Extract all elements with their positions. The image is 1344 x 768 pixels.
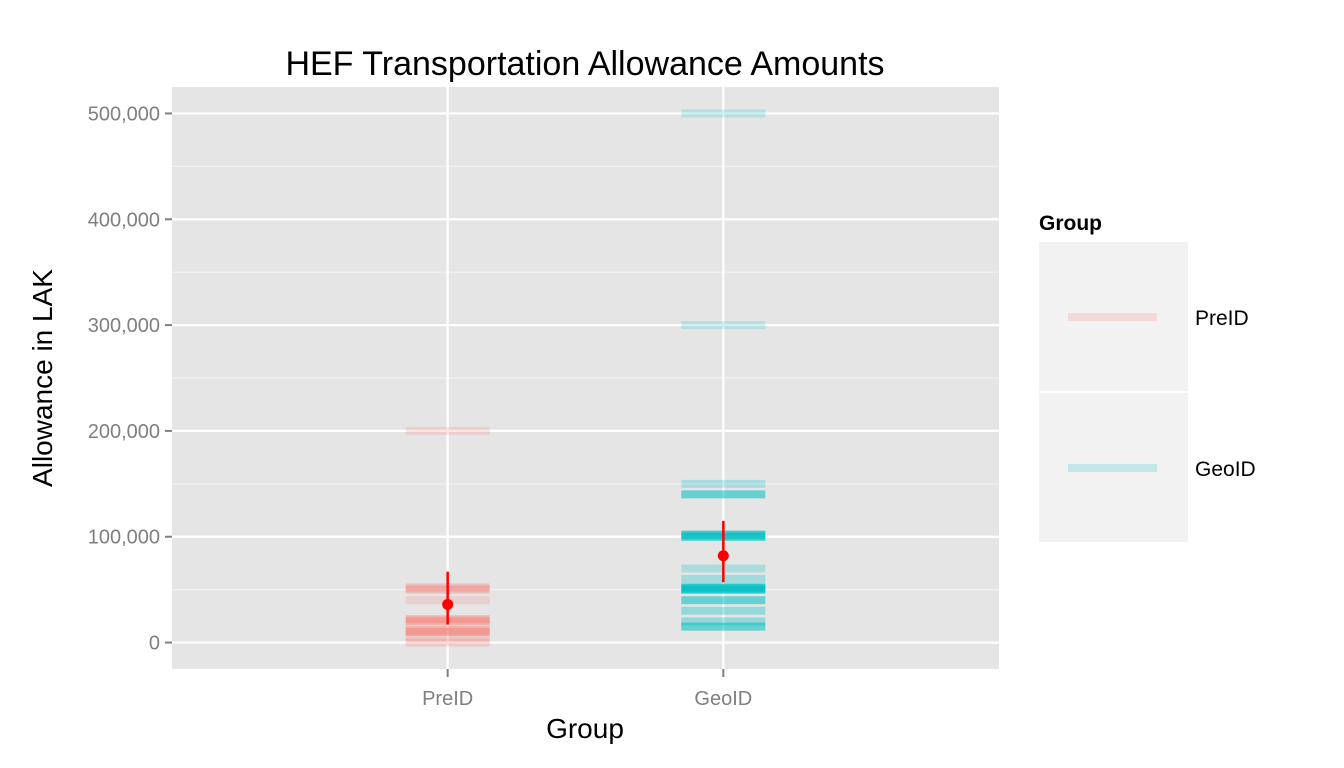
y-tick-label: 400,000 xyxy=(88,209,160,231)
y-tick-label: 500,000 xyxy=(88,103,160,125)
y-tick-label: 100,000 xyxy=(88,527,160,549)
legend: Group PreID GeoID xyxy=(1039,212,1256,542)
grid-minor xyxy=(172,165,999,591)
x-tick-label: GeoID xyxy=(694,688,752,710)
legend-title: Group xyxy=(1039,212,1102,235)
x-tick-label: PreID xyxy=(422,688,473,710)
mean-point-geoid xyxy=(717,550,729,562)
grid-major xyxy=(172,87,999,669)
y-axis-title: Allowance in LAK xyxy=(27,269,58,487)
summary-layer xyxy=(442,520,729,625)
legend-label-preid: PreID xyxy=(1195,307,1249,330)
mean-point-preid xyxy=(442,598,454,610)
x-axis: PreID GeoID xyxy=(422,669,752,710)
y-tick-label: 0 xyxy=(149,633,160,655)
legend-label-geoid: GeoID xyxy=(1195,458,1256,481)
y-axis: 0 100,000 200,000 300,000 400,000 500,000 xyxy=(88,103,172,655)
y-tick-label: 200,000 xyxy=(88,421,160,443)
x-axis-title: Group xyxy=(546,713,624,744)
chart-title: HEF Transportation Allowance Amounts xyxy=(285,45,884,83)
y-tick-label: 300,000 xyxy=(88,315,160,337)
